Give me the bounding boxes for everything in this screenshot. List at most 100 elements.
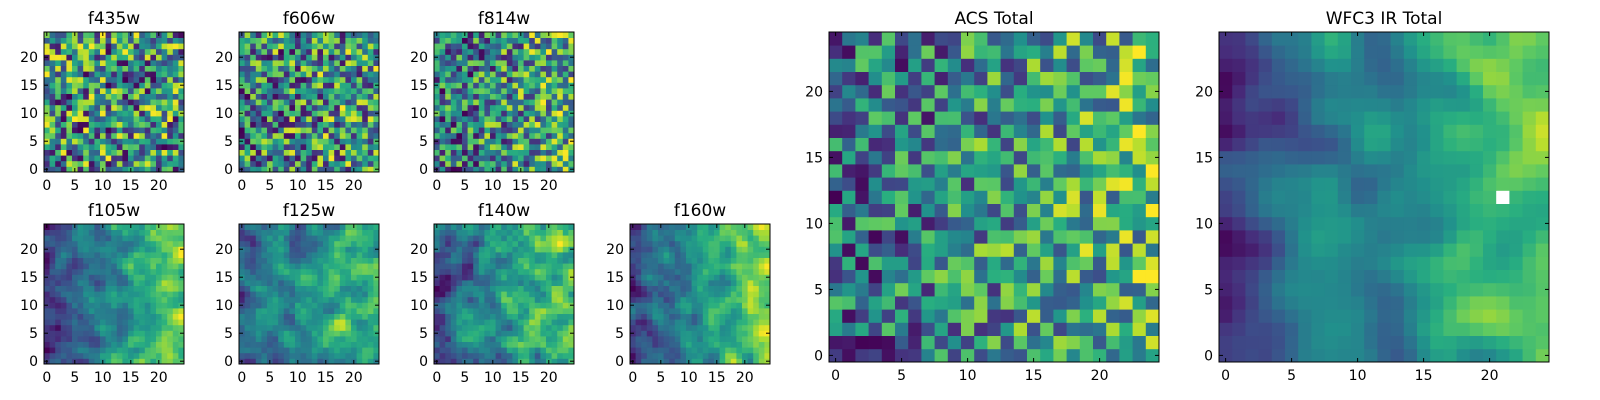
heatmap-cell	[362, 99, 369, 106]
heatmap-cell	[122, 313, 129, 320]
heatmap-cell	[139, 274, 146, 281]
heatmap-cell	[339, 224, 346, 230]
heatmap-cell	[551, 82, 558, 89]
heatmap-cell	[339, 302, 346, 309]
heatmap-cell	[267, 82, 273, 89]
heatmap-cell	[557, 65, 564, 72]
heatmap-cell	[697, 240, 704, 247]
heatmap-cell	[658, 246, 664, 253]
heatmap-cell	[974, 335, 988, 350]
heatmap-cell	[283, 160, 290, 167]
heatmap-cell	[295, 116, 301, 122]
heatmap-cell	[255, 240, 262, 247]
heatmap-cell	[83, 155, 90, 162]
heatmap-cell	[60, 274, 67, 281]
y-tick-label: 20	[215, 50, 233, 66]
heatmap-cell	[753, 246, 760, 253]
heatmap-cell	[434, 341, 440, 348]
heatmap-cell	[540, 127, 547, 134]
heatmap-cell	[495, 127, 502, 134]
heatmap-cell	[49, 65, 56, 72]
heatmap-cell	[94, 37, 101, 44]
heatmap-cell	[77, 358, 84, 365]
heatmap-cell	[178, 263, 185, 270]
heatmap-cell	[669, 352, 676, 359]
heatmap-cell	[116, 43, 123, 50]
heatmap-cell	[434, 116, 440, 122]
heatmap-cell	[478, 71, 485, 78]
heatmap-cell	[518, 302, 524, 309]
heatmap-cell	[345, 116, 352, 122]
heatmap-cell	[128, 48, 134, 55]
x-axis: 0 5 10 15 20	[42, 370, 167, 386]
heatmap-cell	[523, 60, 530, 66]
heatmap-cell	[334, 252, 341, 258]
heatmap-cell	[362, 88, 369, 94]
heatmap-cell	[317, 76, 324, 83]
heatmap-cell	[367, 252, 374, 258]
heatmap-cell	[456, 71, 463, 78]
heatmap-cell	[267, 144, 273, 150]
heatmap-cell	[529, 319, 536, 326]
heatmap-cell	[150, 296, 157, 303]
heatmap-cell	[244, 32, 251, 38]
heatmap-cell	[450, 132, 457, 139]
heatmap-cell	[66, 308, 73, 314]
heatmap-cell	[484, 341, 491, 348]
heatmap-cell	[663, 285, 670, 292]
heatmap-cell	[323, 285, 329, 292]
y-axis: 0 5 10 15 20	[215, 50, 233, 178]
heatmap-cell	[1000, 177, 1015, 191]
heatmap-cell	[730, 246, 737, 253]
y-tick-label: 10	[410, 106, 428, 122]
heatmap-cell	[373, 48, 380, 55]
heatmap-cell	[512, 99, 519, 106]
heatmap-cell	[742, 240, 748, 247]
heatmap-cell	[506, 313, 513, 320]
heatmap-cell	[501, 110, 508, 117]
heatmap-cell	[445, 308, 452, 314]
heatmap-cell	[663, 302, 670, 309]
heatmap-cell	[244, 302, 251, 309]
x-tick-label: 5	[656, 370, 665, 386]
heatmap-cell	[167, 65, 174, 72]
heatmap-cell	[100, 155, 106, 162]
heatmap-cell	[546, 149, 552, 156]
heatmap-cell	[646, 285, 653, 292]
heatmap-cell	[94, 280, 101, 286]
heatmap-cell	[646, 358, 653, 365]
heatmap-cell	[490, 144, 496, 150]
heatmap-cell	[105, 358, 112, 365]
heatmap-cell	[719, 246, 726, 253]
heatmap-cell	[83, 336, 90, 342]
heatmap-cell	[534, 138, 541, 145]
heatmap-cell	[116, 82, 123, 89]
heatmap-cell	[708, 280, 715, 286]
heatmap-cell	[161, 352, 168, 359]
heatmap-cell	[529, 60, 536, 66]
heatmap-cell	[367, 358, 374, 365]
heatmap-cell	[49, 246, 56, 253]
heatmap-cell	[116, 285, 123, 292]
heatmap-cell	[239, 127, 245, 134]
heatmap-cell	[100, 313, 106, 320]
heatmap-cell	[478, 166, 485, 173]
heatmap-cell	[490, 82, 496, 89]
heatmap-cell	[88, 127, 95, 134]
heatmap-cell	[445, 116, 452, 122]
heatmap-cell	[83, 104, 90, 111]
heatmap-cell	[105, 99, 112, 106]
heatmap-cell	[356, 280, 363, 286]
heatmap-cell	[255, 358, 262, 365]
heatmap-cell	[295, 127, 301, 134]
heatmap-cell	[725, 257, 732, 264]
heatmap-cell	[652, 302, 659, 309]
heatmap-cell	[144, 352, 151, 359]
heatmap-cell	[111, 291, 118, 298]
heatmap-cell	[172, 308, 179, 314]
heatmap-cell	[753, 224, 760, 230]
heatmap-cell	[680, 308, 687, 314]
heatmap-cell	[77, 110, 84, 117]
heatmap-cell	[128, 116, 134, 122]
heatmap-cell	[367, 48, 374, 55]
